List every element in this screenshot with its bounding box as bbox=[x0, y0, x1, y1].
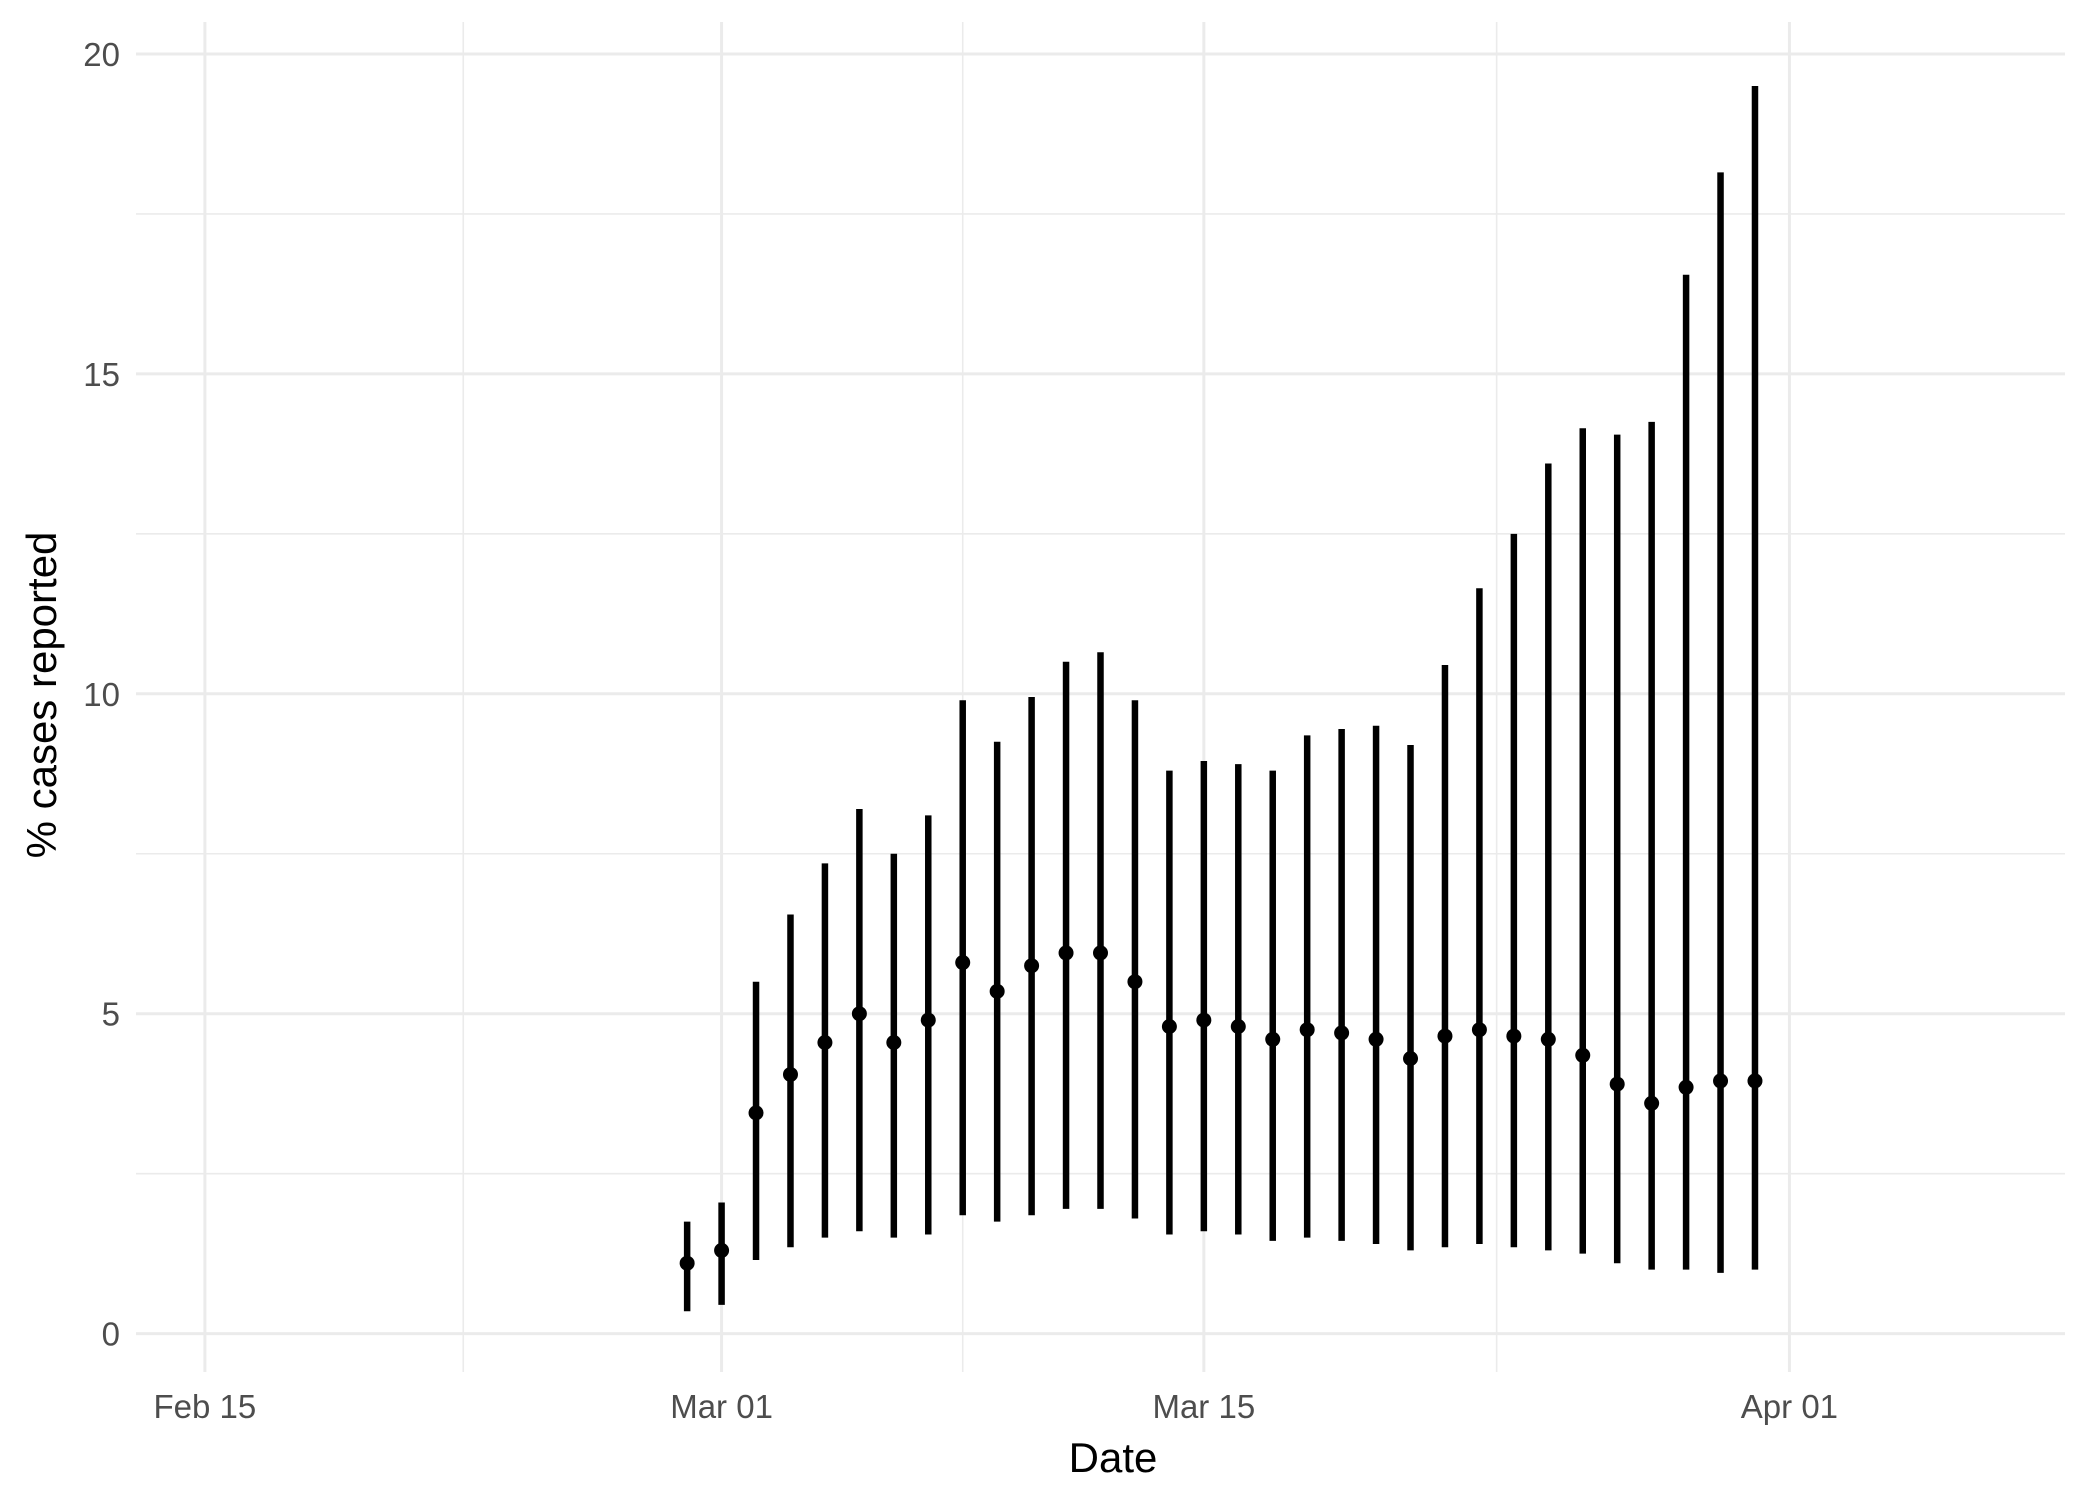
pointrange bbox=[1161, 770, 1177, 1235]
data-point bbox=[1196, 1012, 1212, 1028]
data-point bbox=[1161, 1019, 1177, 1035]
x-axis-title: Date bbox=[1069, 1434, 1158, 1481]
pointrange bbox=[1747, 85, 1763, 1270]
pointrange bbox=[1644, 421, 1660, 1270]
data-point bbox=[1506, 1028, 1522, 1044]
pointrange bbox=[782, 914, 798, 1248]
data-point bbox=[1678, 1079, 1694, 1095]
data-point bbox=[1540, 1031, 1556, 1047]
y-tick-label: 10 bbox=[83, 676, 120, 713]
pointrange bbox=[817, 863, 833, 1238]
data-point bbox=[817, 1034, 833, 1050]
pointrange bbox=[1334, 728, 1350, 1241]
pointrange bbox=[1265, 770, 1281, 1241]
data-point bbox=[1230, 1019, 1246, 1035]
y-tick-label: 20 bbox=[83, 36, 120, 73]
pointrange bbox=[920, 815, 936, 1235]
y-tick-label: 5 bbox=[102, 996, 120, 1033]
y-axis-title: % cases reported bbox=[18, 532, 65, 859]
y-axis-ticks: 0 5 10 15 20 bbox=[83, 36, 120, 1353]
x-tick-label: Mar 01 bbox=[670, 1388, 773, 1425]
data-point bbox=[886, 1034, 902, 1050]
data-point bbox=[782, 1066, 798, 1082]
data-point bbox=[1471, 1022, 1487, 1038]
data-point bbox=[748, 1105, 764, 1121]
pointrange bbox=[1368, 725, 1384, 1245]
data-point bbox=[1713, 1073, 1729, 1089]
pointrange bbox=[748, 981, 764, 1261]
data-point bbox=[1403, 1050, 1419, 1066]
x-tick-label: Apr 01 bbox=[1741, 1388, 1838, 1425]
pointrange bbox=[989, 741, 1005, 1222]
data-point bbox=[1437, 1028, 1453, 1044]
data-point bbox=[955, 955, 971, 971]
pointrange bbox=[1678, 274, 1694, 1270]
pointrange bbox=[1127, 700, 1143, 1219]
data-point bbox=[1299, 1022, 1315, 1038]
pointrange bbox=[1609, 434, 1625, 1264]
pointrange bbox=[1196, 760, 1212, 1232]
data-point bbox=[1265, 1031, 1281, 1047]
y-tick-label: 0 bbox=[102, 1316, 120, 1353]
pointrange bbox=[714, 1202, 730, 1305]
pointrange bbox=[1437, 665, 1453, 1248]
pointrange bbox=[1471, 588, 1487, 1245]
pointrange bbox=[851, 808, 867, 1232]
data-point bbox=[1644, 1095, 1660, 1111]
data-point bbox=[1575, 1047, 1591, 1063]
data-point bbox=[989, 983, 1005, 999]
pointrange bbox=[1403, 744, 1419, 1251]
data-point bbox=[1127, 974, 1143, 990]
pointrange bbox=[1540, 463, 1556, 1251]
x-tick-label: Mar 15 bbox=[1152, 1388, 1255, 1425]
data-point bbox=[851, 1006, 867, 1022]
data-point bbox=[920, 1012, 936, 1028]
data-point bbox=[679, 1255, 695, 1271]
pointrange bbox=[1713, 172, 1729, 1273]
data-point bbox=[1093, 945, 1108, 961]
data-point bbox=[1368, 1031, 1384, 1047]
pointrange bbox=[1506, 533, 1522, 1248]
pointrange bbox=[1230, 764, 1246, 1235]
y-tick-label: 15 bbox=[83, 356, 120, 393]
pointrange bbox=[886, 853, 902, 1238]
data-point bbox=[1609, 1076, 1625, 1092]
pointrange bbox=[1024, 697, 1040, 1216]
pointrange bbox=[1093, 652, 1108, 1209]
pointrange bbox=[1058, 661, 1074, 1209]
pointrange bbox=[679, 1221, 695, 1312]
data-marks bbox=[679, 85, 1763, 1312]
pointrange bbox=[1575, 428, 1591, 1254]
x-tick-label: Feb 15 bbox=[154, 1388, 257, 1425]
data-point bbox=[1334, 1025, 1350, 1041]
x-axis-ticks: Feb 15 Mar 01 Mar 15 Apr 01 bbox=[154, 1388, 1839, 1425]
data-point bbox=[1747, 1073, 1763, 1089]
data-point bbox=[1058, 945, 1074, 961]
pointrange bbox=[955, 700, 971, 1216]
pointrange bbox=[1299, 735, 1315, 1238]
data-point bbox=[714, 1242, 730, 1258]
data-point bbox=[1024, 958, 1040, 974]
